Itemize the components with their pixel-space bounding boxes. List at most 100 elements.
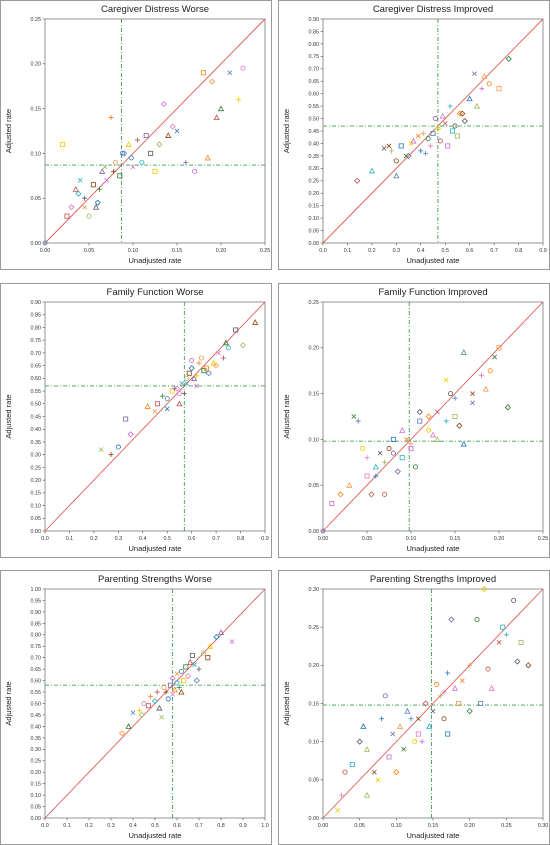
data-point (441, 716, 447, 722)
data-point (363, 746, 371, 752)
data-point (394, 468, 401, 475)
y-tick-label: 0.95 (31, 598, 42, 604)
data-point (42, 240, 48, 246)
y-tick-label: 0.70 (31, 656, 42, 662)
data-point (504, 404, 511, 411)
data-point (346, 481, 353, 488)
data-point (174, 671, 180, 677)
data-point (351, 414, 357, 419)
y-tick-label: 0.60 (31, 679, 42, 685)
data-point (342, 769, 348, 775)
data-point (456, 700, 462, 706)
x-tick-label: 0.5 (441, 248, 449, 254)
data-point (75, 190, 82, 197)
data-point (99, 168, 106, 174)
identity-line (322, 301, 544, 532)
data-point (505, 55, 512, 62)
data-point (393, 172, 400, 179)
data-point (460, 440, 467, 447)
scatter-chart-parenting-strengths-worse: Parenting Strengths Worse 0.0 0.1 0.2 0.3 0.4… (4, 574, 269, 840)
data-point (181, 391, 187, 397)
chart-panel-caregiver-distress-worse: Caregiver Distress Worse 0.00 0.05 0.10 0.15… (0, 0, 272, 270)
data-point (452, 123, 458, 129)
data-point (349, 762, 355, 768)
y-tick-label: 0.00 (31, 529, 42, 535)
data-point (169, 123, 176, 130)
data-point (486, 81, 492, 87)
data-point (478, 372, 484, 378)
data-point (338, 792, 344, 798)
data-point (420, 130, 426, 136)
data-point (426, 723, 433, 729)
data-point (169, 675, 176, 682)
y-tick-label: 0.10 (31, 793, 42, 799)
y-tick-label: 0.05 (31, 804, 42, 810)
y-tick-label: 0.75 (309, 54, 320, 60)
data-point (425, 427, 432, 434)
data-point (194, 373, 200, 379)
y-tick-label: 0.05 (309, 778, 320, 784)
data-point (410, 137, 417, 144)
y-tick-label: 0.20 (309, 346, 320, 352)
data-point (77, 177, 83, 183)
data-point (386, 446, 392, 452)
data-point (217, 105, 225, 112)
y-tick-label: 0.10 (309, 437, 320, 443)
y-tick-label: 0.25 (309, 625, 320, 631)
y-tick-label: 0.55 (309, 104, 320, 110)
y-tick-label: 0.05 (309, 228, 320, 234)
x-tick-label: 0.05 (354, 823, 365, 829)
data-point (121, 150, 128, 157)
data-point (417, 418, 423, 424)
data-point (165, 696, 171, 702)
data-point (220, 355, 226, 361)
y-tick-label: 0.15 (309, 204, 320, 210)
data-point (373, 473, 379, 479)
data-point (425, 135, 431, 141)
data-point (363, 791, 371, 798)
data-point (137, 707, 143, 713)
data-point (429, 431, 437, 438)
data-point (452, 395, 458, 401)
x-tick-label: 0.3 (393, 248, 401, 254)
data-point (364, 473, 370, 479)
data-point (430, 130, 436, 136)
x-tick-label: 0.05 (362, 536, 373, 542)
x-tick-label: 0.0 (41, 823, 49, 829)
y-tick-label: 0.15 (31, 782, 42, 788)
data-point (236, 97, 242, 103)
y-tick-label: 0.00 (309, 816, 320, 822)
y-axis-label: Adjusted rate (4, 681, 13, 725)
x-tick-label: 0.15 (428, 823, 439, 829)
data-point (196, 360, 202, 366)
data-point (379, 716, 385, 722)
y-tick-label: 0.50 (31, 701, 42, 707)
data-point (372, 463, 379, 470)
data-point (119, 150, 125, 156)
x-tick-label: 0.9 (261, 536, 269, 542)
data-point (72, 185, 79, 192)
data-point (192, 168, 198, 174)
data-point (187, 659, 194, 665)
data-point (198, 355, 204, 361)
x-tick-label: 0.0 (41, 536, 49, 542)
x-tick-label: 0.20 (494, 536, 505, 542)
y-tick-label: 0.00 (309, 241, 320, 247)
data-point (401, 746, 407, 752)
data-point (125, 723, 132, 729)
data-point (176, 391, 182, 397)
data-point (456, 422, 463, 429)
data-point (377, 450, 383, 456)
x-tick-label: 0.25 (260, 248, 271, 254)
x-tick-label: 0.10 (128, 248, 139, 254)
data-point (139, 159, 145, 165)
data-point (159, 714, 164, 720)
y-tick-label: 0.00 (309, 529, 320, 535)
data-point (108, 452, 114, 458)
y-tick-label: 0.25 (309, 179, 320, 185)
chart-panel-family-function-improved: Family Function Improved 0.00 0.05 0.10 0.15… (278, 283, 550, 558)
data-point (456, 110, 463, 117)
x-tick-label: 0.2 (85, 823, 93, 829)
